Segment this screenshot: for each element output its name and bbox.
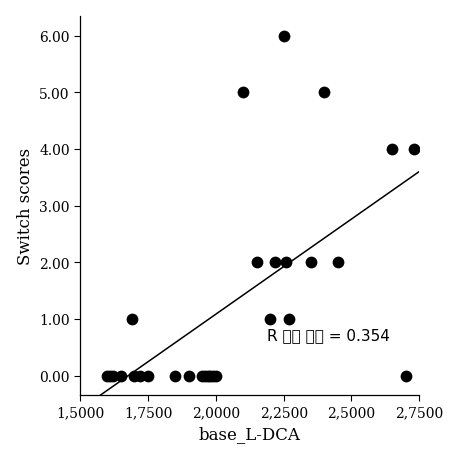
Point [171,372,179,380]
Point [136,372,143,380]
X-axis label: base_L-DCA: base_L-DCA [198,425,300,442]
Point [266,315,273,323]
Point [130,372,138,380]
Point [109,372,116,380]
Point [128,315,135,323]
Text: R 제곱 선형 = 0.354: R 제곱 선형 = 0.354 [267,328,389,342]
Point [239,90,246,97]
Point [252,259,260,266]
Point [401,372,409,380]
Point [103,372,111,380]
Point [280,33,287,40]
Point [185,372,192,380]
Point [212,372,219,380]
Point [204,372,211,380]
Point [320,90,327,97]
Point [117,372,124,380]
Point [201,372,208,380]
Point [209,372,216,380]
Point [206,372,213,380]
Point [144,372,151,380]
Point [333,259,341,266]
Point [282,259,289,266]
Point [307,259,314,266]
Point [387,146,395,153]
Point [409,146,417,153]
Y-axis label: Switch scores: Switch scores [17,148,34,264]
Point [271,259,279,266]
Point [198,372,206,380]
Point [106,372,113,380]
Point [285,315,292,323]
